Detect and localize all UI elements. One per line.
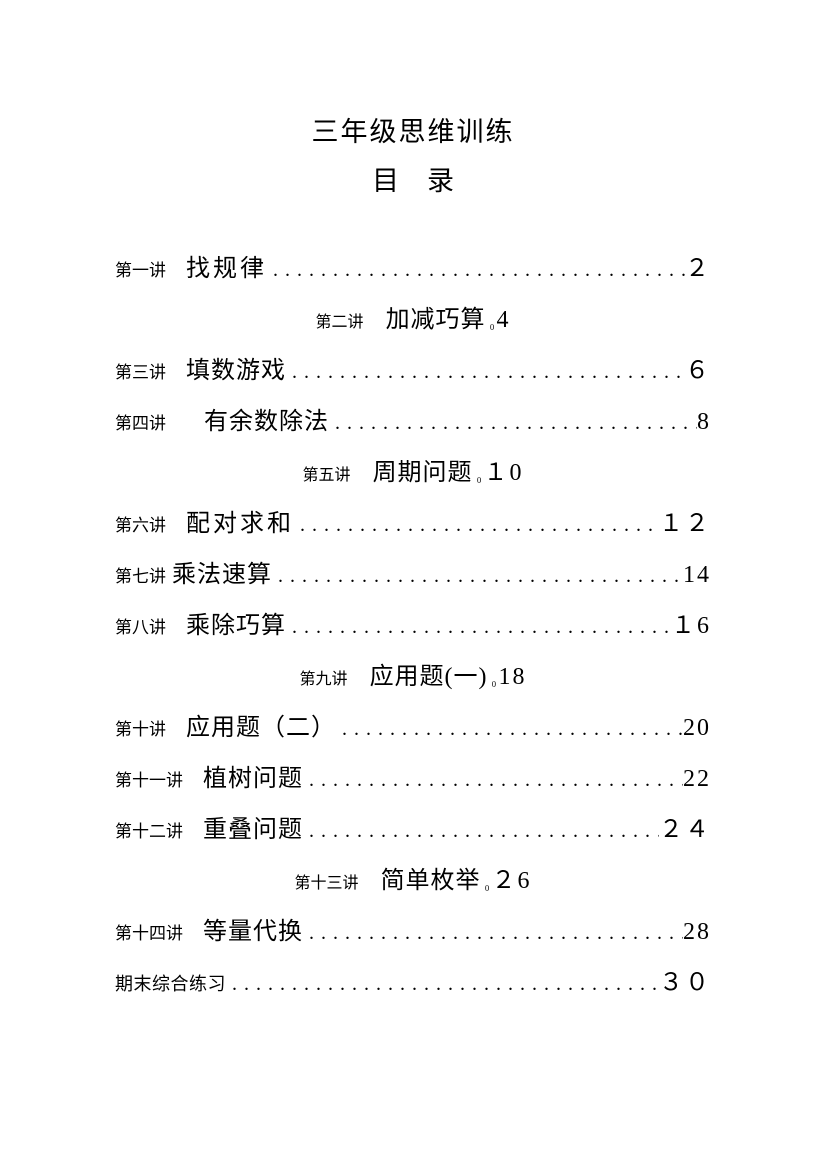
page-number: 8: [697, 409, 711, 436]
chapter-label: 第十二讲: [115, 817, 183, 842]
dot-leader: [272, 565, 683, 588]
title-section: 三年级思维训练 目录: [115, 110, 711, 198]
separator-icon: ₀: [485, 877, 490, 893]
chapter-title: 配对求和: [186, 503, 294, 538]
sub-title: 目录: [115, 159, 711, 198]
chapter-title: 周期问题: [373, 452, 473, 487]
chapter-label: 第七讲: [115, 562, 166, 587]
toc-row: 第十四讲等量代换 28: [115, 911, 711, 946]
chapter-title: 植树问题: [203, 758, 303, 793]
page-number: 22: [683, 766, 711, 793]
dot-leader: [303, 820, 659, 843]
chapter-label: 第六讲: [115, 511, 166, 536]
dot-leader: [226, 973, 659, 996]
chapter-label: 第五讲: [303, 461, 351, 485]
separator-icon: ₀: [492, 673, 497, 689]
toc-row: 第十一讲植树问题 22: [115, 758, 711, 793]
separator-icon: ₀: [490, 316, 495, 332]
dot-leader: [286, 616, 671, 639]
page-number: ６: [685, 350, 711, 385]
dot-leader: [336, 718, 683, 741]
dot-leader: [303, 769, 683, 792]
toc-row: 第五讲周期问题₀１0: [115, 452, 711, 487]
main-title: 三年级思维训练: [115, 110, 711, 149]
dot-leader: [267, 259, 685, 282]
chapter-label: 第十一讲: [115, 766, 183, 791]
page-number: ２6: [491, 860, 531, 895]
toc-row: 第七讲乘法速算 14: [115, 554, 711, 589]
toc-row: 第十三讲简单枚举₀２6: [115, 860, 711, 895]
chapter-label: 第九讲: [300, 665, 348, 689]
chapter-label: 第二讲: [316, 308, 364, 332]
chapter-title: 乘法速算: [172, 554, 272, 589]
separator-icon: ₀: [477, 469, 482, 485]
page-number: ２４: [659, 809, 711, 844]
chapter-label: 第十讲: [115, 715, 166, 740]
toc-row: 第一讲找规律 ２: [115, 248, 711, 283]
dot-leader: [294, 514, 659, 537]
page-number: １２: [659, 503, 711, 538]
chapter-title: 找规律: [186, 248, 267, 283]
chapter-title: 乘除巧算: [186, 605, 286, 640]
toc-row: 第三讲填数游戏 ６: [115, 350, 711, 385]
page-number: 14: [683, 562, 711, 589]
toc-row: 第十讲应用题（二） 20: [115, 707, 711, 742]
toc-row: 第四讲 有余数除法 8: [115, 401, 711, 436]
toc-row: 第十二讲重叠问题 ２４: [115, 809, 711, 844]
dot-leader: [303, 922, 683, 945]
toc-row: 第八讲乘除巧算 １6: [115, 605, 711, 640]
chapter-title: 期末综合练习: [115, 970, 226, 996]
dot-leader: [329, 412, 697, 435]
chapter-title: 加减巧算: [386, 299, 486, 334]
chapter-label: 第八讲: [115, 613, 166, 638]
toc-row: 期末综合练习 ３０: [115, 962, 711, 997]
chapter-label: 第三讲: [115, 358, 166, 383]
page-number: １6: [671, 605, 711, 640]
toc-row: 第二讲加减巧算₀4: [115, 299, 711, 334]
chapter-label: 第四讲: [115, 409, 166, 434]
chapter-title: 重叠问题: [203, 809, 303, 844]
toc-container: 第一讲找规律２第二讲加减巧算₀4第三讲填数游戏６第四讲有余数除法8第五讲周期问题…: [115, 248, 711, 997]
chapter-label: 第十四讲: [115, 919, 183, 944]
page-number: １0: [483, 452, 523, 487]
page-number: 18: [498, 664, 526, 691]
chapter-title: 等量代换: [203, 911, 303, 946]
chapter-label: 第一讲: [115, 256, 166, 281]
page-number: ３０: [659, 962, 711, 997]
toc-row: 第六讲配对求和 １２: [115, 503, 711, 538]
chapter-title: 应用题(一): [370, 656, 488, 691]
chapter-label: 第十三讲: [295, 869, 359, 893]
page-number: 28: [683, 919, 711, 946]
chapter-title: 填数游戏: [186, 350, 286, 385]
page-number: 4: [496, 307, 510, 334]
chapter-title: 简单枚举: [381, 860, 481, 895]
toc-row: 第九讲应用题(一)₀18: [115, 656, 711, 691]
dot-leader: [286, 361, 685, 384]
chapter-title: 应用题（二）: [186, 707, 336, 742]
page-number: ２: [685, 248, 711, 283]
chapter-title: 有余数除法: [204, 401, 329, 436]
page-number: 20: [683, 715, 711, 742]
